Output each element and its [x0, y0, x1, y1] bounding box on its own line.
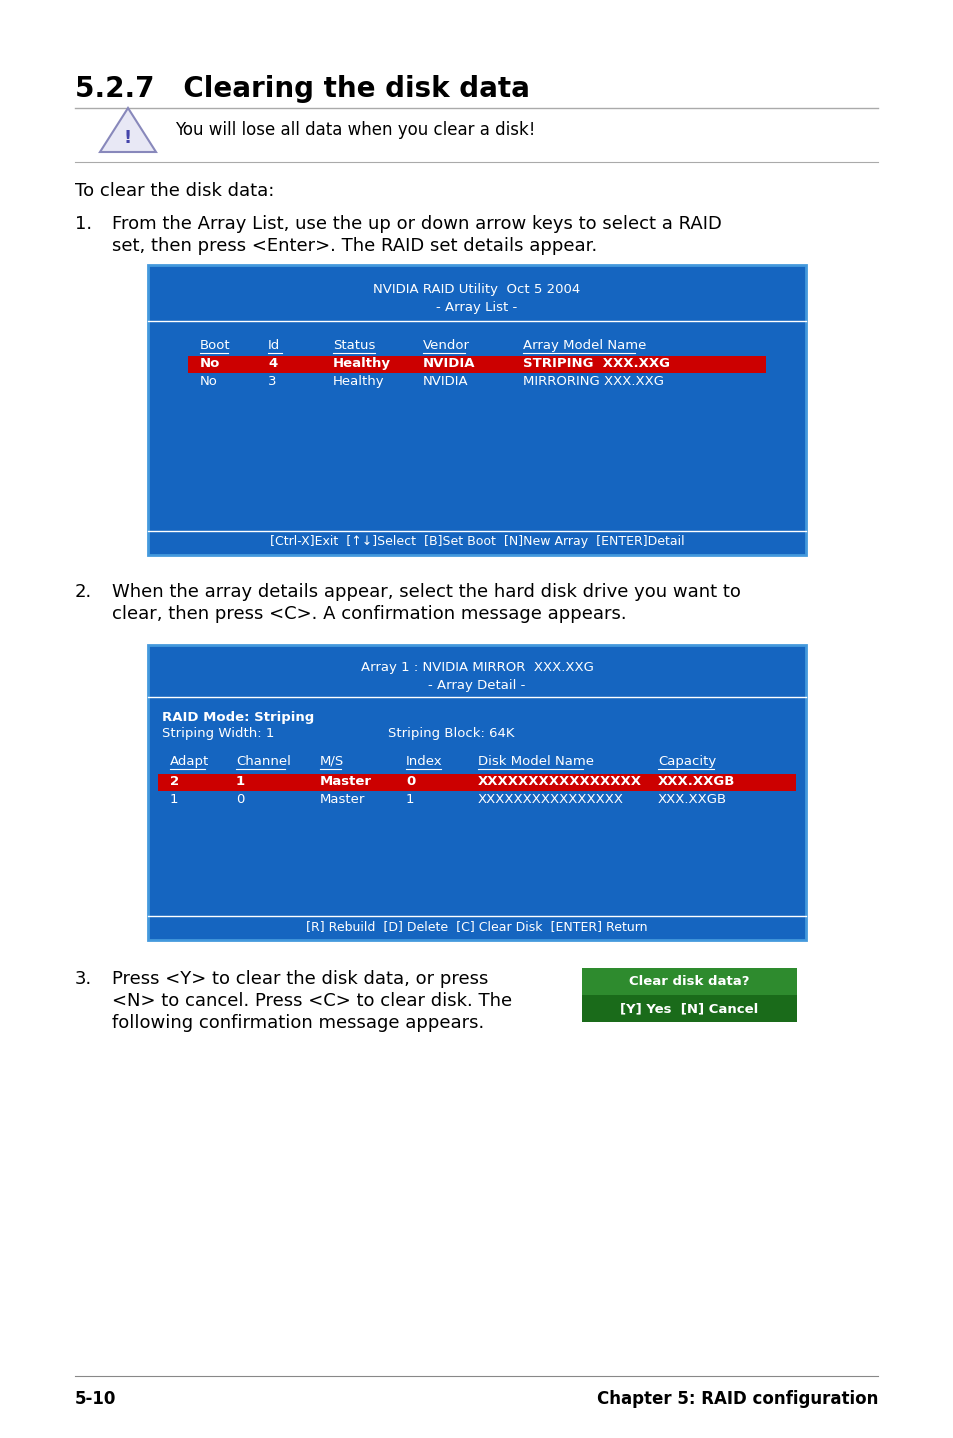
Text: 5.2.7   Clearing the disk data: 5.2.7 Clearing the disk data [75, 75, 529, 104]
Text: Index: Index [406, 755, 442, 768]
Text: XXXXXXXXXXXXXXXX: XXXXXXXXXXXXXXXX [477, 792, 623, 807]
Bar [158, 774, 795, 791]
Text: Striping Block: 64K: Striping Block: 64K [388, 728, 514, 741]
Text: Master: Master [319, 792, 365, 807]
Text: 5-10: 5-10 [75, 1391, 116, 1408]
Text: Healthy: Healthy [333, 375, 384, 388]
Text: clear, then press <C>. A confirmation message appears.: clear, then press <C>. A confirmation me… [112, 605, 626, 623]
Text: MIRRORING XXX.XXG: MIRRORING XXX.XXG [522, 375, 663, 388]
Bar [581, 995, 796, 1022]
Text: From the Array List, use the up or down arrow keys to select a RAID: From the Array List, use the up or down … [112, 216, 721, 233]
Text: 2: 2 [170, 775, 179, 788]
Text: When the array details appear, select the hard disk drive you want to: When the array details appear, select th… [112, 582, 740, 601]
Text: Vendor: Vendor [422, 339, 470, 352]
Text: RAID Mode: Striping: RAID Mode: Striping [162, 710, 314, 723]
Text: 1: 1 [406, 792, 414, 807]
Text: - Array List -: - Array List - [436, 301, 517, 313]
Text: NVIDIA: NVIDIA [422, 357, 475, 370]
Text: 3.: 3. [75, 971, 92, 988]
Text: [R] Rebuild  [D] Delete  [C] Clear Disk  [ENTER] Return: [R] Rebuild [D] Delete [C] Clear Disk [E… [306, 920, 647, 933]
Text: 2.: 2. [75, 582, 92, 601]
Text: Array 1 : NVIDIA MIRROR  XXX.XXG: Array 1 : NVIDIA MIRROR XXX.XXG [360, 661, 593, 674]
Text: Array Model Name: Array Model Name [522, 339, 646, 352]
Text: 0: 0 [406, 775, 415, 788]
Text: 1: 1 [235, 775, 245, 788]
Text: XXX.XXGB: XXX.XXGB [658, 792, 726, 807]
Text: Boot: Boot [200, 339, 231, 352]
Text: 4: 4 [268, 357, 277, 370]
Text: XXX.XXGB: XXX.XXGB [658, 775, 735, 788]
Text: 1.: 1. [75, 216, 92, 233]
Text: M/S: M/S [319, 755, 344, 768]
Text: Adapt: Adapt [170, 755, 209, 768]
Text: Status: Status [333, 339, 375, 352]
Text: Chapter 5: RAID configuration: Chapter 5: RAID configuration [596, 1391, 877, 1408]
Text: 0: 0 [235, 792, 244, 807]
Text: Channel: Channel [235, 755, 291, 768]
Polygon shape [100, 108, 156, 152]
Bar [581, 968, 796, 995]
Text: Disk Model Name: Disk Model Name [477, 755, 594, 768]
Text: Healthy: Healthy [333, 357, 391, 370]
Text: Press <Y> to clear the disk data, or press: Press <Y> to clear the disk data, or pre… [112, 971, 488, 988]
Text: [Y] Yes  [N] Cancel: [Y] Yes [N] Cancel [619, 1002, 758, 1015]
Text: 3: 3 [268, 375, 276, 388]
Text: !: ! [124, 129, 132, 147]
Text: - Array Detail -: - Array Detail - [428, 679, 525, 692]
Text: <N> to cancel. Press <C> to clear disk. The: <N> to cancel. Press <C> to clear disk. … [112, 992, 512, 1009]
Text: Clear disk data?: Clear disk data? [629, 975, 749, 988]
Text: Capacity: Capacity [658, 755, 716, 768]
Text: set, then press <Enter>. The RAID set details appear.: set, then press <Enter>. The RAID set de… [112, 237, 597, 255]
Text: Id: Id [268, 339, 280, 352]
Text: XXXXXXXXXXXXXXXX: XXXXXXXXXXXXXXXX [477, 775, 641, 788]
Text: 1: 1 [170, 792, 178, 807]
Text: following confirmation message appears.: following confirmation message appears. [112, 1014, 484, 1032]
Text: [Ctrl-X]Exit  [↑↓]Select  [B]Set Boot  [N]New Array  [ENTER]Detail: [Ctrl-X]Exit [↑↓]Select [B]Set Boot [N]N… [270, 535, 683, 548]
Bar [148, 646, 805, 940]
Text: Striping Width: 1: Striping Width: 1 [162, 728, 274, 741]
Text: NVIDIA RAID Utility  Oct 5 2004: NVIDIA RAID Utility Oct 5 2004 [373, 283, 580, 296]
Text: STRIPING  XXX.XXG: STRIPING XXX.XXG [522, 357, 669, 370]
Text: Master: Master [319, 775, 372, 788]
Text: No: No [200, 375, 217, 388]
Bar [148, 265, 805, 555]
Text: NVIDIA: NVIDIA [422, 375, 468, 388]
Text: You will lose all data when you clear a disk!: You will lose all data when you clear a … [174, 121, 535, 139]
Text: No: No [200, 357, 220, 370]
Bar [188, 357, 765, 372]
Text: To clear the disk data:: To clear the disk data: [75, 183, 274, 200]
